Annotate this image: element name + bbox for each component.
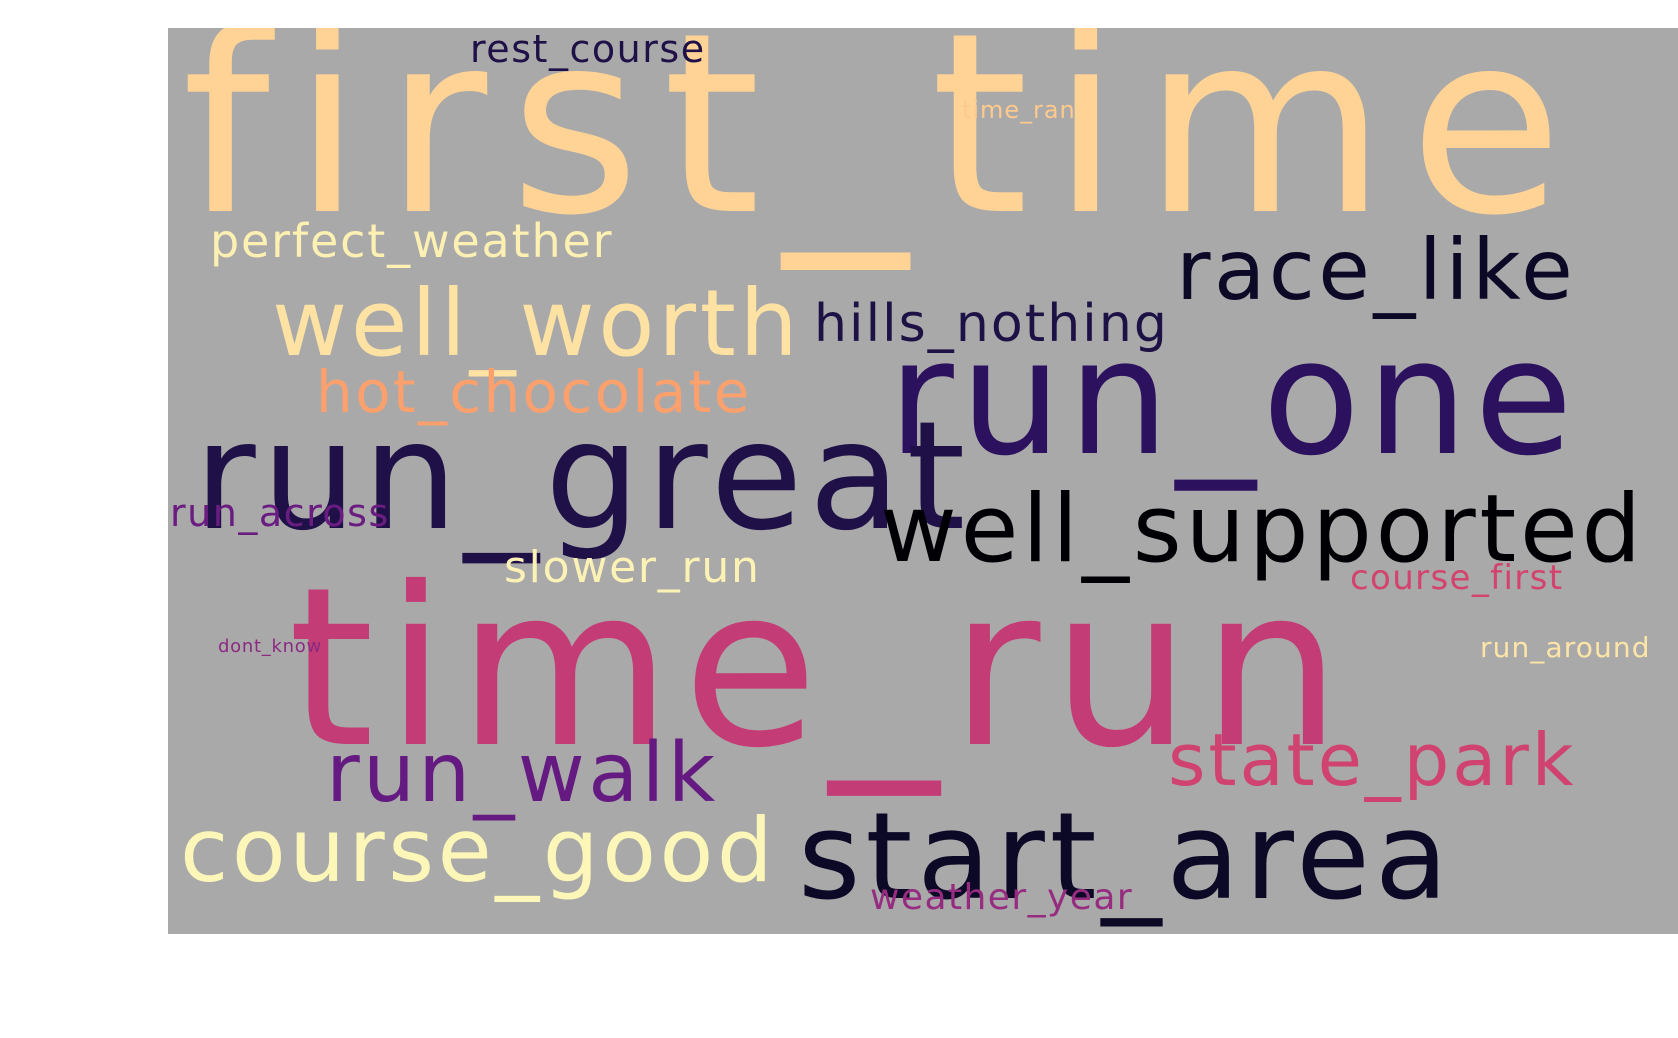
word-time-run: time_run xyxy=(288,540,1353,796)
word-time-ran: time_ran xyxy=(962,96,1076,124)
word-run-walk: run_walk xyxy=(326,726,719,821)
word-dont-know: dont_know xyxy=(218,636,322,657)
word-well-supported: well_supported xyxy=(880,475,1645,584)
word-well-worth: well_worth xyxy=(272,270,802,377)
word-weather-year: weather_year xyxy=(870,877,1134,918)
word-run-one: run_one xyxy=(888,304,1580,491)
word-race-like: race_like xyxy=(1176,221,1577,319)
word-hot-chocolate: hot_chocolate xyxy=(316,358,752,426)
word-perfect-weather: perfect_weather xyxy=(210,214,614,268)
word-run-great: run_great xyxy=(194,390,972,564)
word-state-park: state_park xyxy=(1168,718,1577,802)
word-rest-course: rest_course xyxy=(470,28,706,71)
word-run-across: run_across xyxy=(170,491,390,535)
word-run-around: run_around xyxy=(1480,631,1651,664)
word-course-first: course_first xyxy=(1350,558,1564,598)
word-cloud: first_time rest_course time_ran perfect_… xyxy=(168,28,1678,934)
word-course-good: course_good xyxy=(180,799,777,902)
word-start-area: start_area xyxy=(798,788,1454,927)
word-hills-nothing: hills_nothing xyxy=(814,294,1169,354)
word-slower-run: slower_run xyxy=(504,542,761,593)
word-first-time: first_time xyxy=(182,28,1586,270)
